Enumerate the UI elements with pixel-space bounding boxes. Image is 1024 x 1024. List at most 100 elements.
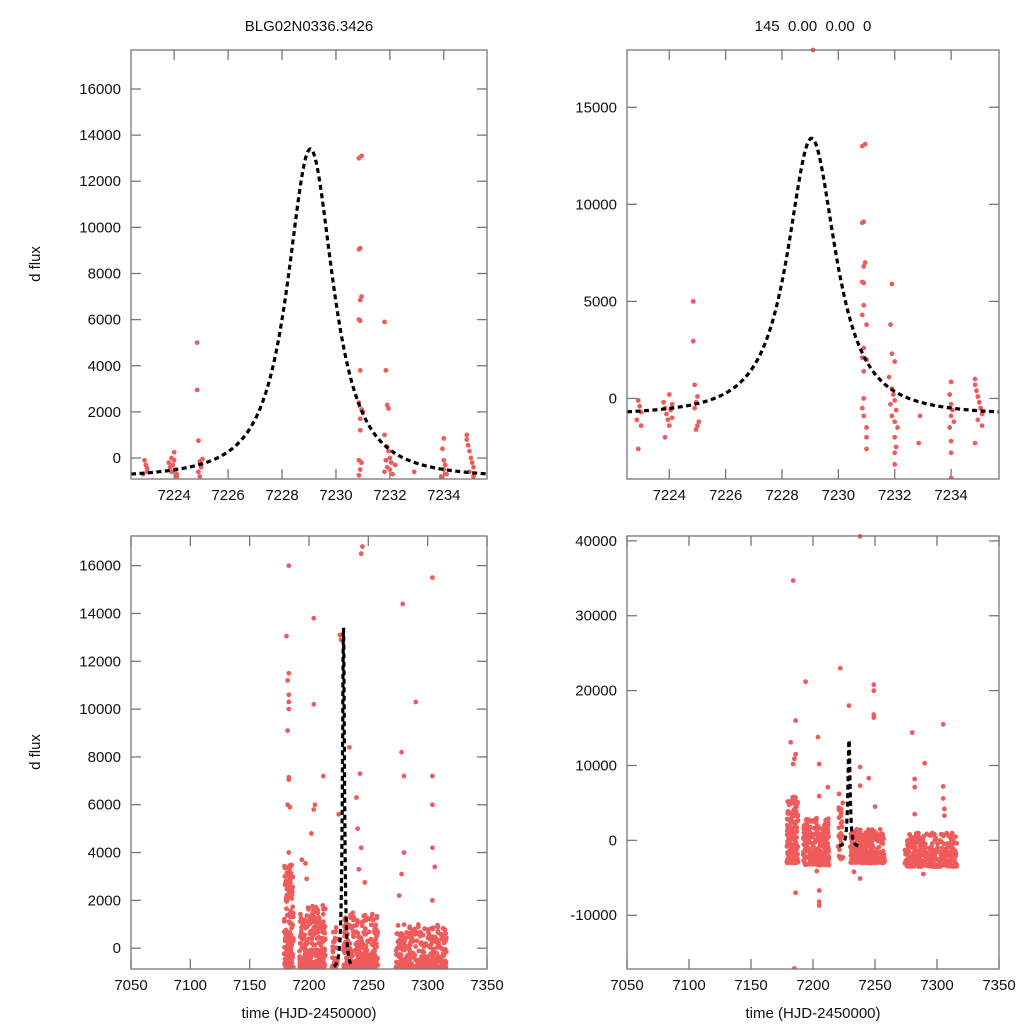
data-point [422, 926, 428, 932]
data-point [851, 869, 857, 875]
data-point [286, 692, 292, 698]
data-point [817, 855, 823, 860]
data-point [320, 919, 326, 925]
data-point [316, 915, 322, 920]
data-point [669, 401, 675, 407]
data-point [386, 448, 391, 454]
data-point [951, 419, 957, 425]
data-point [892, 359, 898, 364]
data-point [465, 442, 471, 448]
xlabel-bottom-right: time (HJD-2450000) [745, 1005, 880, 1022]
data-point [661, 399, 667, 405]
data-point [911, 861, 917, 867]
data-point [316, 940, 322, 946]
data-point [850, 847, 856, 853]
data-point [374, 932, 380, 938]
data-point [786, 802, 792, 808]
data-point [408, 961, 413, 966]
data-point [430, 926, 436, 932]
data-point [976, 399, 982, 405]
panel-top-left: 7224 7226 7228 7230 7232 7234 0 2000 4000 6000 800… [79, 49, 488, 504]
data-point [289, 935, 295, 941]
data-point [357, 467, 363, 472]
data-point [926, 857, 931, 862]
data-point [289, 896, 295, 902]
y-tick-label: 0 [113, 940, 121, 957]
data-point [166, 460, 172, 466]
data-point [375, 962, 381, 968]
x-tick-label: 7100 [174, 977, 207, 994]
data-point [871, 688, 877, 694]
data-point [355, 826, 361, 832]
x-tick-label: 7230 [822, 487, 855, 504]
data-point [398, 958, 404, 964]
data-point [914, 838, 920, 844]
data-point [947, 392, 953, 397]
data-point [418, 959, 424, 964]
data-point [975, 417, 981, 423]
data-point [357, 245, 363, 251]
x-tick-label: 7100 [672, 977, 705, 994]
data-point [444, 471, 449, 477]
data-point [310, 919, 316, 925]
data-point [349, 925, 355, 931]
data-point [282, 865, 288, 871]
data-point [171, 449, 177, 455]
data-point [290, 964, 296, 969]
model-curve [131, 147, 487, 476]
data-point [816, 899, 822, 905]
data-point [793, 718, 799, 723]
data-point [979, 423, 985, 429]
data-point [287, 878, 293, 884]
data-point [289, 892, 295, 898]
data-point [909, 840, 915, 846]
data-point [438, 474, 444, 479]
data-point [282, 951, 288, 957]
data-point [304, 876, 310, 882]
data-point [357, 771, 363, 777]
data-point [289, 943, 294, 948]
data-point [861, 368, 867, 374]
data-point [951, 858, 957, 864]
data-point [868, 847, 874, 853]
data-point [895, 425, 900, 430]
data-point [397, 932, 403, 938]
data-point [287, 804, 293, 810]
data-point [434, 959, 440, 965]
data-point [918, 864, 924, 869]
data-point [345, 946, 350, 952]
data-point [862, 260, 868, 265]
data-point [383, 457, 389, 463]
data-point [415, 961, 421, 967]
data-point [852, 830, 857, 835]
data-point [414, 938, 420, 944]
data-point [874, 852, 880, 858]
x-tick-label: 7232 [373, 487, 406, 504]
data-point [333, 929, 338, 935]
x-tick-label: 7232 [878, 487, 911, 504]
data-point [787, 828, 793, 834]
data-point [864, 425, 869, 430]
data-point [817, 831, 823, 837]
data-point [929, 832, 935, 837]
data-point [362, 926, 368, 932]
data-point [881, 836, 886, 842]
data-point [342, 950, 348, 956]
data-point [399, 749, 404, 755]
data-point [932, 852, 938, 858]
data-point [351, 929, 357, 935]
data-point [817, 842, 823, 848]
data-point [892, 462, 898, 467]
data-points [281, 544, 449, 969]
data-point [863, 845, 869, 851]
data-point [916, 440, 922, 446]
data-point [471, 474, 476, 479]
data-point [374, 915, 380, 921]
data-point [871, 715, 877, 720]
data-point [284, 892, 290, 898]
data-point [314, 959, 320, 965]
data-point [825, 841, 831, 846]
data-point [299, 942, 305, 947]
data-point [357, 427, 363, 433]
plot-frame [626, 535, 1000, 970]
